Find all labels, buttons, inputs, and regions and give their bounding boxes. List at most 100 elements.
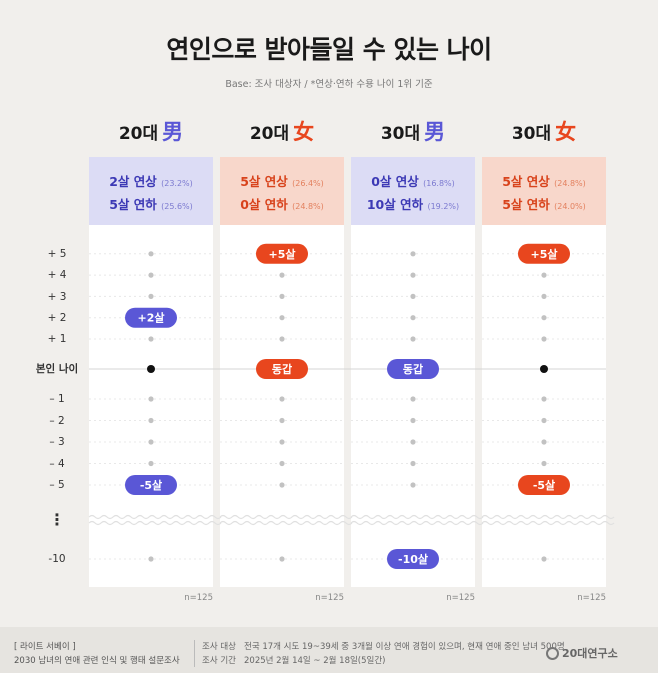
data-point xyxy=(541,272,547,278)
marker-pill xyxy=(125,475,177,495)
period-key: 조사 기간 xyxy=(202,656,236,666)
data-point xyxy=(541,417,547,424)
y-tick-label: – 1 xyxy=(49,393,65,405)
marker-label: +5살 xyxy=(531,247,558,261)
marker-label: +5살 xyxy=(269,247,296,261)
data-point xyxy=(410,417,416,424)
footer-meta: 조사 대상 전국 17개 시도 19~39세 중 3개월 이상 연애 경험이 있으… xyxy=(202,640,565,668)
axis-break-wave xyxy=(350,520,484,526)
axis-break-wave xyxy=(88,514,222,520)
data-point xyxy=(541,439,547,445)
target-value: 전국 17개 시도 19~39세 중 3개월 이상 연애 경험이 있으며, 현재… xyxy=(244,642,565,652)
self-age-point xyxy=(540,365,548,373)
younger-label: 5살 연하 xyxy=(502,197,550,212)
summary-box-20s-male: 2살 연상 (23.2%) 5살 연하 (25.6%) xyxy=(89,157,213,225)
data-point xyxy=(148,336,154,342)
data-point xyxy=(541,556,547,562)
data-point xyxy=(148,251,154,257)
column-group: 30대 xyxy=(511,124,552,144)
sample-size-label: n=125 xyxy=(446,593,475,603)
chart-title: 연인으로 받아들일 수 있는 나이 xyxy=(166,35,492,64)
footer: [ 라이트 서베이 ] 2030 남녀의 연애 관련 인식 및 행태 설문조사 … xyxy=(0,627,658,673)
plot-panel-20s-male xyxy=(89,225,213,587)
data-point xyxy=(279,439,285,445)
column-group: 30대 xyxy=(380,124,421,144)
older-label: 2살 연상 xyxy=(109,174,157,189)
younger-pct: (19.2%) xyxy=(427,202,460,211)
axis-break-wave xyxy=(219,514,353,520)
self-age-point xyxy=(147,365,155,373)
younger-pct: (24.8%) xyxy=(292,202,324,211)
summary-box-30s-male: 0살 연상 (16.8%) 10살 연하 (19.2%) xyxy=(351,157,475,225)
data-point xyxy=(279,336,285,342)
sample-size-label: n=125 xyxy=(315,593,344,603)
y-tick-label: -10 xyxy=(48,553,66,565)
older-pct: (24.8%) xyxy=(554,179,586,188)
younger-pct: (24.0%) xyxy=(554,202,586,211)
survey-name: 2030 남녀의 연애 관련 인식 및 행태 설문조사 xyxy=(14,656,180,666)
target-key: 조사 대상 xyxy=(202,642,236,652)
data-point xyxy=(279,293,285,299)
data-point xyxy=(541,336,547,342)
sample-size-label: n=125 xyxy=(184,593,213,603)
y-tick-label: + 3 xyxy=(47,291,67,303)
y-tick-label: + 4 xyxy=(47,269,67,281)
gender-female-glyph: 女 xyxy=(293,120,315,144)
data-point xyxy=(410,396,416,402)
y-tick-label: – 3 xyxy=(49,436,65,448)
gender-male-glyph: 男 xyxy=(162,120,184,144)
data-point xyxy=(541,315,547,321)
chart-subtitle: Base: 조사 대상자 / *연상·연하 수용 나이 1위 기준 xyxy=(225,79,433,90)
sample-size-label: n=125 xyxy=(577,593,606,603)
marker-label: -5살 xyxy=(533,478,555,492)
marker-pill xyxy=(125,307,177,328)
older-pct: (16.8%) xyxy=(423,179,455,188)
brand-logo: 20대연구소 xyxy=(546,645,618,661)
data-point xyxy=(541,396,547,402)
column-header-30s-male: 30대 男 xyxy=(351,116,475,146)
plot-panel-30s-male xyxy=(351,225,475,587)
column-group: 20대 xyxy=(118,124,159,144)
axis-break-wave xyxy=(350,514,484,520)
younger-label: 5살 연하 xyxy=(109,197,157,212)
older-pct: (26.4%) xyxy=(292,179,324,188)
data-point xyxy=(410,460,416,467)
older-label: 5살 연상 xyxy=(502,174,550,189)
marker-label: -5살 xyxy=(140,478,162,492)
younger-pct: (25.6%) xyxy=(161,202,193,211)
column-header-20s-male: 20대 男 xyxy=(89,116,213,146)
data-point xyxy=(410,293,416,299)
axis-break-wave xyxy=(481,514,615,520)
data-point xyxy=(279,482,285,488)
data-point xyxy=(410,272,416,278)
footer-survey-info: [ 라이트 서베이 ] 2030 남녀의 연애 관련 인식 및 행태 설문조사 xyxy=(14,640,180,668)
older-label: 0살 연상 xyxy=(371,174,419,189)
marker-pill xyxy=(256,359,308,379)
data-point xyxy=(148,439,154,445)
data-point xyxy=(279,556,285,562)
data-point xyxy=(279,272,285,278)
y-tick-label: + 1 xyxy=(47,333,67,345)
data-point xyxy=(148,556,154,562)
data-point xyxy=(148,396,154,402)
plot-panel-30s-female xyxy=(482,225,606,587)
marker-label: 동갑 xyxy=(272,363,292,376)
data-point xyxy=(410,315,416,321)
data-point xyxy=(279,460,285,467)
marker-label: -10살 xyxy=(398,552,428,566)
y-tick-label: + 5 xyxy=(47,248,67,260)
summary-box-20s-female: 5살 연상 (26.4%) 0살 연하 (24.8%) xyxy=(220,157,344,225)
marker-pill xyxy=(256,243,308,264)
data-point xyxy=(148,417,154,424)
survey-series-name: [ 라이트 서베이 ] xyxy=(14,642,76,652)
y-tick-label: – 4 xyxy=(49,458,65,470)
summary-box-30s-female: 5살 연상 (24.8%) 5살 연하 (24.0%) xyxy=(482,157,606,225)
data-point xyxy=(148,272,154,278)
marker-pill xyxy=(518,243,570,264)
older-label: 5살 연상 xyxy=(240,174,288,189)
data-point xyxy=(279,315,285,321)
plot-panel-20s-female xyxy=(220,225,344,587)
y-tick-label: – 5 xyxy=(49,479,65,491)
y-axis-break-dots: ⋮ xyxy=(49,510,65,529)
